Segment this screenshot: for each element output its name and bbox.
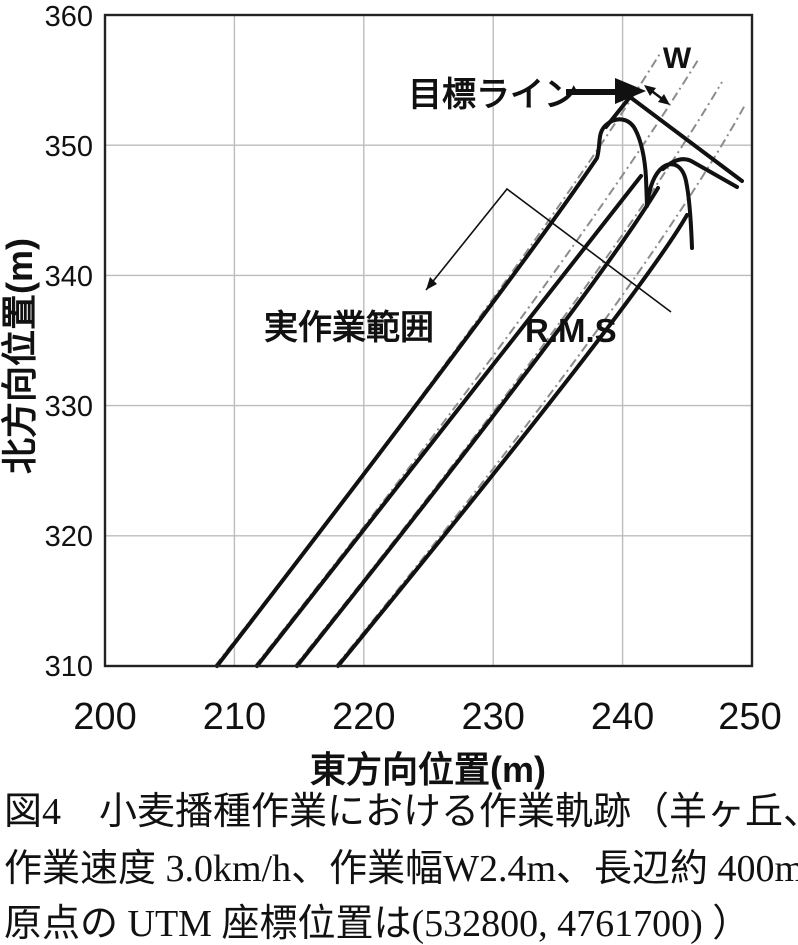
- trajectory-pass2: [255, 174, 643, 668]
- target-line-4: [335, 104, 746, 667]
- width-label: W: [663, 42, 692, 75]
- x-tick-230: 230: [461, 696, 524, 738]
- trajectory-cusp-and-exit: [604, 95, 744, 183]
- plot-frame: [103, 13, 754, 668]
- target-lines: [214, 51, 746, 667]
- y-tick-350: 350: [45, 131, 93, 163]
- caption-line-2: 作業速度 3.0km/h、作業幅W2.4m、長辺約 400m、: [4, 848, 798, 890]
- target-line-1: [214, 51, 662, 667]
- work-area-arrowhead-icon: [426, 277, 437, 290]
- caption-line-1: 図4 小麦播種作業における作業軌跡（羊ヶ丘、: [4, 791, 798, 833]
- caption-line-3: 原点の UTM 座標位置は(532800, 4761700) ）: [4, 903, 750, 945]
- x-tick-250: 250: [718, 696, 781, 738]
- y-axis-ticks: 360 350 340 330 320 310: [45, 1, 93, 683]
- trajectory-pass1-with-turn-loops: [215, 117, 694, 668]
- y-axis-title: 北方向位置(m): [0, 238, 40, 474]
- width-arrowhead-upper-icon: [644, 85, 656, 96]
- x-axis-title: 東方向位置(m): [310, 749, 546, 790]
- rms-label: R.M.S: [525, 312, 617, 349]
- y-tick-340: 340: [45, 261, 93, 293]
- y-tick-330: 330: [45, 391, 93, 423]
- annotation-lines: [425, 187, 672, 313]
- y-tick-320: 320: [45, 521, 93, 553]
- x-tick-200: 200: [73, 696, 136, 738]
- target-line-arrow: [566, 78, 646, 104]
- work-area-label: 実作業範囲: [264, 309, 434, 347]
- x-tick-210: 210: [203, 696, 266, 738]
- x-tick-220: 220: [332, 696, 395, 738]
- width-double-arrow: [644, 85, 670, 105]
- y-tick-310: 310: [45, 651, 93, 683]
- trajectory-pass4: [336, 213, 689, 668]
- x-tick-240: 240: [591, 696, 654, 738]
- work-trajectories: [215, 95, 744, 668]
- trajectory-second-tail: [661, 157, 739, 189]
- work-area-rms-leader-line: [425, 187, 672, 313]
- width-arrowhead-lower-icon: [658, 94, 670, 105]
- trajectory-pass3: [295, 186, 660, 668]
- target-line-label: 目標ライン: [408, 76, 578, 114]
- x-axis-ticks: 200 210 220 230 240 250: [73, 696, 781, 738]
- y-tick-360: 360: [45, 1, 93, 33]
- plot-grid: [105, 15, 752, 666]
- target-line-2: [254, 59, 699, 667]
- target-line-arrowhead-icon: [615, 78, 646, 104]
- figure-caption: 図4 小麦播種作業における作業軌跡（羊ヶ丘、 作業速度 3.0km/h、作業幅W…: [4, 791, 798, 945]
